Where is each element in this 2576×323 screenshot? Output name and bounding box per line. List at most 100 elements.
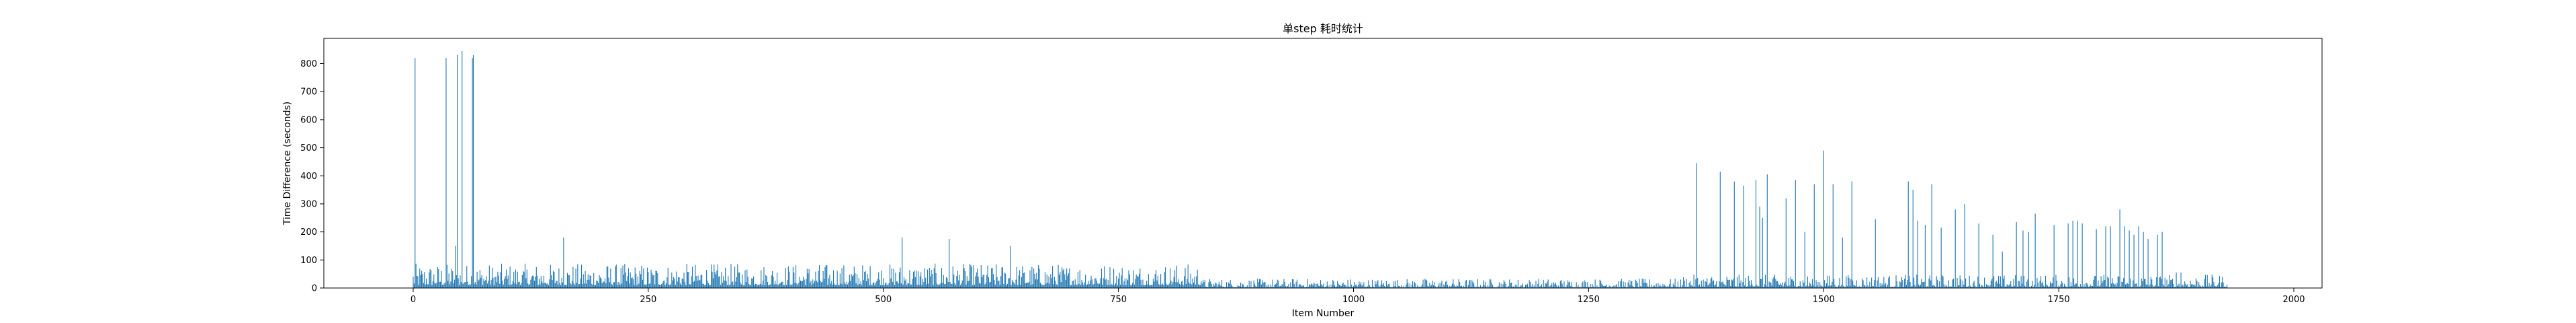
- bar: [1363, 282, 1365, 288]
- bar: [1217, 284, 1219, 288]
- bar: [462, 284, 464, 288]
- bar: [1780, 285, 1782, 288]
- bar: [1373, 287, 1375, 288]
- bar: [501, 263, 503, 288]
- bar: [1252, 287, 1254, 288]
- bar: [2165, 287, 2167, 288]
- bar: [1071, 285, 1072, 288]
- bar: [931, 273, 933, 288]
- bar: [1903, 287, 1904, 288]
- bar: [2133, 234, 2135, 288]
- bar: [861, 285, 863, 288]
- plot-frame: [323, 38, 2323, 289]
- bar: [2173, 284, 2174, 288]
- bar: [1702, 286, 1703, 288]
- bar: [2204, 275, 2206, 288]
- bar: [493, 285, 495, 288]
- bar: [533, 276, 534, 288]
- bar: [2128, 284, 2129, 288]
- bar: [722, 283, 723, 288]
- bar: [1424, 279, 1426, 288]
- bar: [1230, 284, 1232, 288]
- bar: [546, 284, 548, 288]
- bar: [1437, 285, 1439, 288]
- bar: [675, 285, 676, 288]
- bar: [2187, 284, 2188, 288]
- bar: [1820, 285, 1821, 288]
- bar: [456, 275, 457, 288]
- y-tick-label: 500: [300, 143, 317, 153]
- bar: [1676, 287, 1678, 288]
- bar: [1336, 286, 1337, 288]
- bar: [916, 285, 918, 288]
- bar: [1267, 287, 1269, 288]
- bar: [1672, 283, 1674, 288]
- bar: [1744, 285, 1746, 288]
- bar: [2120, 286, 2122, 288]
- bar: [1879, 283, 1881, 288]
- bar: [1453, 284, 1455, 288]
- bar: [1019, 270, 1021, 288]
- bar: [945, 277, 947, 288]
- bar: [1011, 279, 1013, 288]
- bar: [1045, 283, 1047, 288]
- bar: [611, 283, 612, 288]
- bar: [1088, 284, 1090, 288]
- bar: [574, 285, 576, 288]
- bar: [935, 273, 937, 288]
- bar: [945, 283, 946, 288]
- bar: [2108, 278, 2109, 288]
- bar: [1703, 287, 1705, 288]
- bar: [2102, 281, 2104, 288]
- bar: [560, 285, 562, 288]
- bar: [627, 276, 628, 288]
- bar: [1422, 279, 1424, 288]
- bar: [1196, 276, 1197, 288]
- bar: [828, 278, 830, 288]
- bar: [972, 285, 974, 288]
- bar: [1269, 287, 1271, 288]
- bar: [1707, 285, 1709, 288]
- bar: [474, 281, 476, 288]
- bar: [1518, 287, 1520, 288]
- bar: [775, 284, 777, 288]
- bar: [2143, 231, 2144, 288]
- bar: [511, 284, 513, 288]
- bar: [1844, 287, 1846, 288]
- bar: [1326, 281, 1328, 288]
- bar: [1994, 286, 1995, 288]
- bar: [2116, 283, 2118, 288]
- bar: [1289, 287, 1290, 288]
- bar: [1256, 287, 1257, 288]
- bar: [1170, 281, 1172, 288]
- bar: [2077, 286, 2079, 288]
- bar: [478, 279, 480, 288]
- bar: [2180, 273, 2182, 288]
- bar: [837, 284, 839, 288]
- bar: [1587, 282, 1588, 288]
- bar: [1097, 283, 1099, 288]
- bar: [892, 281, 894, 288]
- bar: [1368, 280, 1369, 288]
- bar: [988, 277, 990, 288]
- bar: [1895, 275, 1897, 288]
- bar: [486, 283, 488, 288]
- bar: [789, 284, 791, 288]
- bar: [676, 271, 677, 288]
- bar: [469, 284, 470, 288]
- bar: [439, 281, 441, 288]
- bar: [1208, 282, 1209, 288]
- bar: [2198, 282, 2200, 288]
- bar: [1414, 282, 1416, 288]
- bar: [1387, 284, 1389, 288]
- bar: [1797, 286, 1798, 288]
- bar: [644, 284, 645, 288]
- bar: [721, 272, 722, 288]
- bar: [1596, 285, 1598, 288]
- bar: [527, 283, 529, 288]
- bar: [2225, 287, 2227, 288]
- bar: [2107, 276, 2108, 288]
- bar: [1674, 279, 1676, 288]
- bar: [1808, 286, 1809, 288]
- bar: [1082, 282, 1083, 288]
